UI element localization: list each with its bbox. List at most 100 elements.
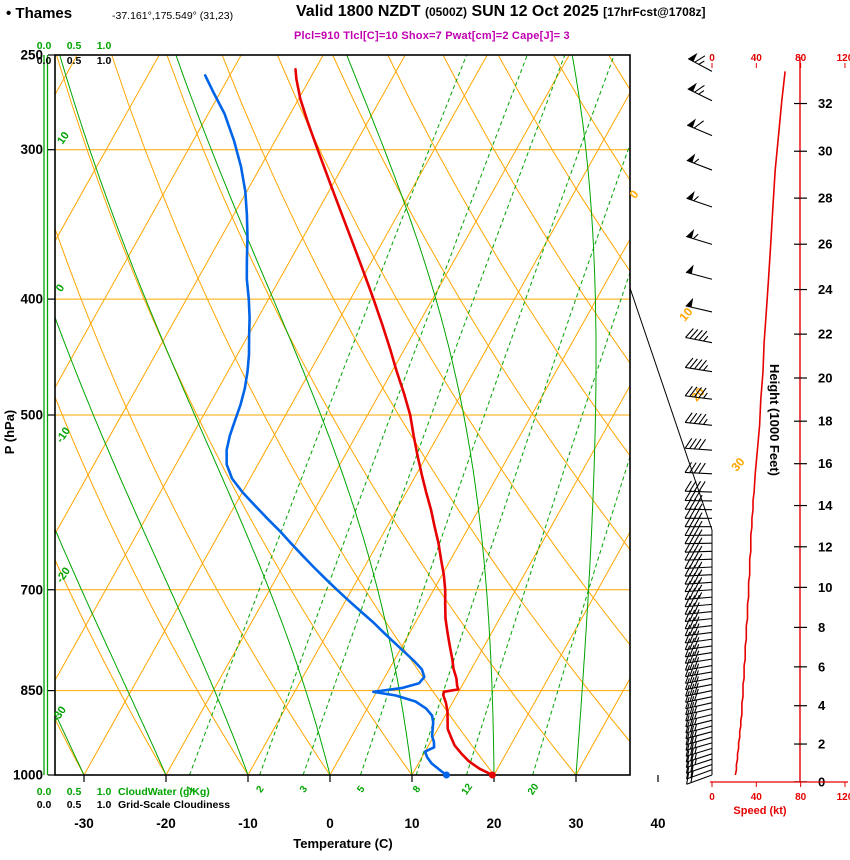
- wind-barb: [684, 412, 713, 426]
- temp-tick-label: -10: [238, 816, 258, 831]
- height-tick-label: 14: [818, 498, 833, 513]
- speed-tick-top: 0: [709, 53, 715, 64]
- wind-barb: [684, 630, 713, 644]
- height-tick-label: 26: [818, 237, 832, 252]
- sounding-curves: [203, 68, 494, 775]
- wind-barb: [684, 670, 713, 684]
- wind-column-lines: [629, 287, 713, 775]
- isotherm-label: 30: [728, 455, 748, 474]
- wind-barb: [687, 82, 713, 102]
- height-tick-label: 22: [818, 327, 832, 342]
- height-axis-title: Height (1000 Feet): [767, 364, 782, 476]
- wind-barb: [684, 609, 713, 622]
- temp-tick-label: 0: [326, 816, 334, 831]
- height-tick-label: 30: [818, 144, 832, 159]
- pressure-tick-label: 500: [20, 408, 43, 423]
- cloudiness-scale-bottom: 0.0: [37, 799, 52, 811]
- speed-tick-top: 40: [751, 53, 763, 64]
- wind-barb: [684, 657, 713, 671]
- speed-tick-bottom: 40: [751, 792, 763, 803]
- wind-barb: [684, 357, 713, 373]
- wind-barb: [684, 594, 713, 608]
- wind-barb: [685, 720, 713, 734]
- temp-tick-label: 30: [568, 816, 583, 831]
- temperature-curve: [294, 68, 494, 775]
- speed-tick-top: 120: [837, 53, 850, 64]
- cloudwater-scale-top: 0.5: [67, 40, 82, 52]
- wind-barb: [685, 328, 713, 344]
- height-tick-label: 28: [818, 191, 832, 206]
- wind-barb: [687, 52, 713, 72]
- wind-barb: [684, 650, 713, 664]
- pressure-tick-label: 1000: [13, 768, 43, 783]
- graticule-green: [55, 55, 630, 775]
- cloudwater-axis: [43, 55, 49, 775]
- cloudwater-scale-top: 0.0: [37, 40, 52, 52]
- wind-barb: [684, 572, 713, 585]
- temp-tick-label: 40: [650, 816, 665, 831]
- speed-tick-top: 80: [795, 53, 807, 64]
- wind-barb: [684, 579, 713, 593]
- height-tick-label: 6: [818, 659, 825, 674]
- forecast-tag: [17hrFcst@1708z]: [603, 5, 706, 19]
- mixing-ratio-label: 2: [254, 784, 266, 795]
- pressure-tick-label: 300: [20, 142, 43, 157]
- wind-barb: [684, 663, 713, 678]
- wind-barb: [685, 696, 713, 710]
- temp-tick-label: 20: [486, 816, 501, 831]
- mixing-ratio-label: 1: [184, 784, 196, 795]
- wind-barb: [686, 190, 713, 208]
- station-name: • Thames: [6, 5, 73, 22]
- wind-barb: [685, 682, 713, 697]
- moist-adiabat-label: 10: [55, 130, 72, 147]
- wind-barb: [684, 587, 713, 601]
- wind-speed-curve: [734, 71, 786, 776]
- pressure-tick-label: 250: [20, 48, 43, 63]
- height-tick-label: 2: [818, 737, 825, 752]
- cloudwater-scale-bottom: 1.0: [97, 786, 112, 798]
- wind-barb: [684, 637, 713, 651]
- wind-barbs: [684, 52, 713, 785]
- pressure-axis-title: P (hPa): [2, 410, 17, 455]
- graticule-orange: [55, 55, 630, 775]
- cloudiness-scale-bottom: 0.5: [67, 799, 82, 811]
- wind-barb: [684, 480, 713, 493]
- valid-time-line: Valid 1800 NZDT (0500Z) SUN 12 Oct 2025 …: [296, 3, 706, 21]
- cloudwater-scale-bottom: 0.0: [37, 786, 52, 798]
- surface-dots: [442, 771, 496, 779]
- temp-tick-label: -20: [156, 816, 176, 831]
- height-tick-label: 8: [818, 620, 825, 635]
- moist-adiabat-label: -20: [54, 565, 73, 585]
- wind-barb: [684, 643, 713, 658]
- height-tick-label: 12: [818, 539, 832, 554]
- cloudiness-scale-top: 0.0: [37, 55, 52, 67]
- moist-adiabat-label: -10: [54, 425, 73, 445]
- wind-barb: [684, 602, 713, 615]
- height-tick-label: 32: [818, 96, 832, 111]
- wind-barb: [686, 118, 713, 137]
- temp-tick-label: -30: [74, 816, 94, 831]
- wind-barb: [685, 708, 713, 722]
- wind-barb: [684, 676, 713, 691]
- cloudiness-title: Grid-Scale Cloudiness: [118, 799, 230, 811]
- height-tick-label: 4: [818, 698, 826, 713]
- height-tick-label: 18: [818, 414, 832, 429]
- height-tick-label: 24: [818, 282, 833, 297]
- height-tick-label: 16: [818, 456, 832, 471]
- speed-axis-title: Speed (kt): [733, 805, 787, 817]
- wind-barb: [685, 297, 713, 313]
- wind-barb: [684, 385, 713, 400]
- wind-barb: [684, 462, 713, 475]
- moist-adiabat-label: -30: [50, 704, 69, 724]
- cloudwater-scale-bottom: 0.5: [67, 786, 82, 798]
- station-coordinates: -37.161°,175.549° (31,23): [112, 10, 234, 22]
- mixing-ratio-label: 5: [355, 784, 367, 795]
- sounding-indices: Plcl=910 Tlcl[C]=10 Shox=7 Pwat[cm]=2 Ca…: [294, 30, 570, 42]
- wind-barb: [685, 688, 713, 703]
- speed-tick-bottom: 80: [795, 792, 807, 803]
- pressure-tick-label: 700: [20, 582, 43, 597]
- valid-time-z: (0500Z): [424, 5, 467, 19]
